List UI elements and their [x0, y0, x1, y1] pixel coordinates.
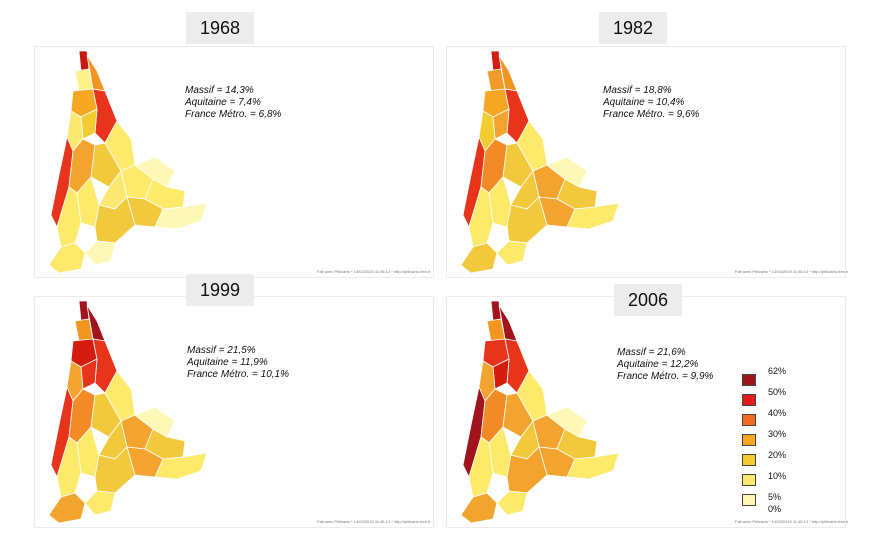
year-label-1982: 1982 [599, 12, 667, 44]
map-credit: Fait avec Philcarto * 14/03/2015 11:46:1… [735, 269, 849, 274]
map-region [496, 240, 528, 266]
map-region [48, 242, 86, 274]
map-panel-1968: Massif = 14,3% Aquitaine = 7,4% France M… [34, 46, 434, 278]
stat-france: France Métro. = 9,6% [603, 109, 700, 120]
legend-swatch [742, 374, 756, 386]
map-region [78, 50, 90, 72]
year-label-1968: 1968 [186, 12, 254, 44]
legend-swatch [742, 474, 756, 486]
legend-tick: 30% [768, 429, 787, 439]
choropleth-map-1999 [48, 300, 208, 524]
map-region [490, 300, 502, 322]
map-region [496, 490, 528, 516]
map-credit: Fait avec Philcarto * 14/03/2015 11:46:1… [735, 519, 849, 524]
map-region [546, 156, 588, 188]
map-region [460, 492, 498, 524]
map-region [154, 452, 208, 480]
map-region [126, 196, 164, 228]
stat-massif: Massif = 21,5% [187, 345, 256, 356]
map-credit: Fait avec Philcarto * 14/03/2015 11:46:1… [317, 519, 431, 524]
map-region [84, 240, 116, 266]
stats-block-2006: Massif = 21,6% Aquitaine = 12,2% France … [617, 347, 713, 383]
map-region [460, 242, 498, 274]
map-region [566, 202, 620, 230]
stat-france: France Métro. = 10,1% [187, 369, 289, 380]
map-panel-1982: Massif = 18,8% Aquitaine = 10,4% France … [446, 46, 849, 278]
legend: 62% 50% 40% 30% 20% 10% 5% 0% [742, 366, 802, 516]
map-region [78, 300, 90, 322]
map-region [546, 406, 588, 438]
legend-swatch [742, 414, 756, 426]
choropleth-map-2006 [460, 300, 620, 524]
map-panel-2006: Massif = 21,6% Aquitaine = 12,2% France … [446, 296, 849, 528]
stat-aquitaine: Aquitaine = 10,4% [603, 97, 685, 108]
map-region [490, 50, 502, 72]
map-region [566, 452, 620, 480]
map-region [48, 492, 86, 524]
stat-aquitaine: Aquitaine = 7,4% [185, 97, 261, 108]
stat-massif: Massif = 14,3% [185, 85, 254, 96]
legend-swatch [742, 454, 756, 466]
map-region [134, 156, 176, 188]
year-label-2006: 2006 [614, 284, 682, 316]
legend-tick: 0% [768, 504, 782, 514]
legend-tick: 20% [768, 450, 787, 460]
legend-tick: 62% [768, 366, 787, 376]
stats-block-1999: Massif = 21,5% Aquitaine = 11,9% France … [187, 345, 289, 381]
map-region [126, 446, 164, 478]
map-region [538, 196, 576, 228]
map-credit: Fait avec Philcarto * 14/03/2015 11:46:1… [317, 269, 431, 274]
stat-aquitaine: Aquitaine = 12,2% [617, 359, 699, 370]
legend-tick: 10% [768, 471, 787, 481]
map-panel-1999: Massif = 21,5% Aquitaine = 11,9% France … [34, 296, 434, 528]
stat-massif: Massif = 18,8% [603, 85, 672, 96]
legend-swatch [742, 494, 756, 506]
legend-swatch [742, 394, 756, 406]
stat-france: France Métro. = 6,8% [185, 109, 282, 120]
stats-block-1982: Massif = 18,8% Aquitaine = 10,4% France … [603, 85, 699, 121]
choropleth-map-1968 [48, 50, 208, 274]
map-region [538, 446, 576, 478]
stat-massif: Massif = 21,6% [617, 347, 686, 358]
map-region [154, 202, 208, 230]
legend-tick: 50% [768, 387, 787, 397]
legend-tick: 5% [768, 492, 782, 502]
stat-france: France Métro. = 9,9% [617, 371, 714, 382]
stats-block-1968: Massif = 14,3% Aquitaine = 7,4% France M… [185, 85, 281, 121]
legend-swatch [742, 434, 756, 446]
stat-aquitaine: Aquitaine = 11,9% [187, 357, 268, 368]
map-region [84, 490, 116, 516]
map-region [134, 406, 176, 438]
year-label-1999: 1999 [186, 274, 254, 306]
choropleth-map-1982 [460, 50, 620, 274]
legend-tick: 40% [768, 408, 787, 418]
